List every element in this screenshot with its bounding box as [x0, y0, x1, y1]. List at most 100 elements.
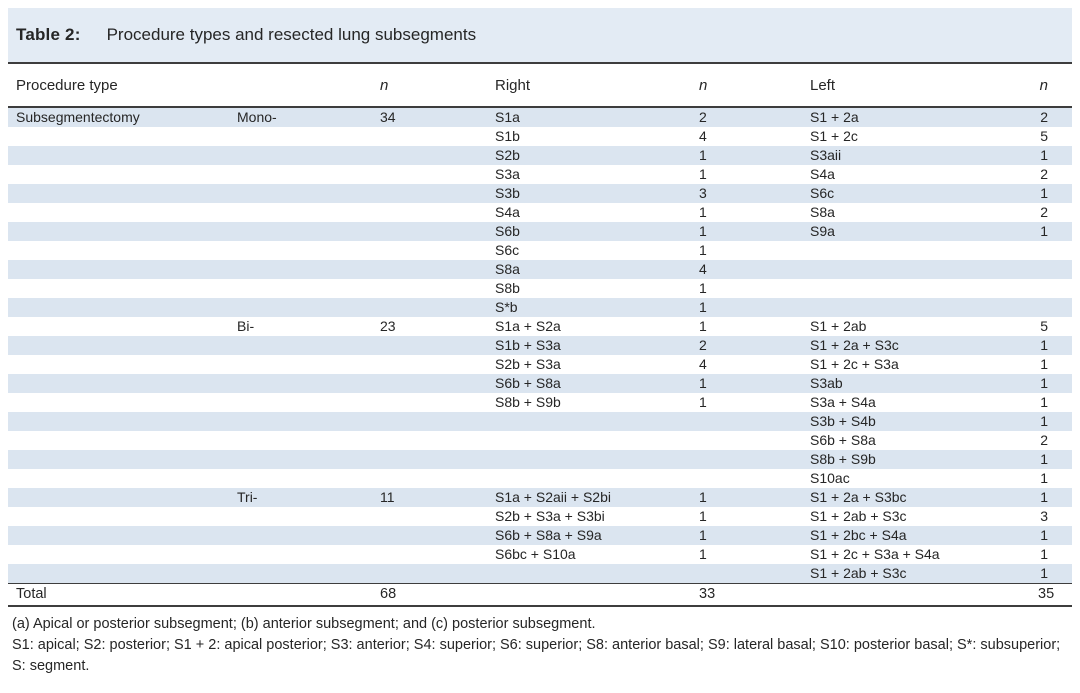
cell-n-left: 1: [1040, 356, 1048, 372]
cell-right-subsegment: S1b: [495, 128, 520, 144]
cell-n-left: 5: [1040, 318, 1048, 334]
cell-right-subsegment: S3a: [495, 166, 520, 182]
cell-n-right: 1: [699, 223, 707, 239]
cell-left-subsegment: S9a: [810, 223, 835, 239]
col-header-n2: n: [699, 76, 708, 94]
table-row: S1b 4 S1 + 2c 5: [8, 127, 1072, 146]
cell-left-subsegment: S4a: [810, 166, 835, 182]
rule-under-header: [8, 106, 1072, 108]
cell-n-left: 1: [1040, 337, 1048, 353]
table-row: S*b 1: [8, 298, 1072, 317]
table-row: Bi- 23 S1a + S2a 1 S1 + 2ab 5: [8, 317, 1072, 336]
cell-n-right: 4: [699, 261, 707, 277]
cell-n-procedure: 23: [380, 318, 396, 334]
cell-left-subsegment: S8a: [810, 204, 835, 220]
cell-n-left: 1: [1040, 394, 1048, 410]
table-row: S2b + S3a 4 S1 + 2c + S3a 1: [8, 355, 1072, 374]
cell-left-subsegment: S1 + 2c + S3a + S4a: [810, 546, 940, 562]
table-row: S6b 1 S9a 1: [8, 222, 1072, 241]
cell-n-right: 1: [699, 527, 707, 543]
table-row: S10ac 1: [8, 469, 1072, 488]
table-row: S1b + S3a 2 S1 + 2a + S3c 1: [8, 336, 1072, 355]
cell-n-left: 1: [1040, 375, 1048, 391]
cell-n-right: 1: [699, 147, 707, 163]
table-title: Procedure types and resected lung subseg…: [106, 25, 477, 44]
cell-right-subsegment: S6b + S8a + S9a: [495, 527, 602, 543]
cell-n-left: 2: [1040, 432, 1048, 448]
cell-n-left: 1: [1040, 147, 1048, 163]
table-row: S4a 1 S8a 2: [8, 203, 1072, 222]
table-row: Subsegmentectomy Mono- 34 S1a 2 S1 + 2a 2: [8, 108, 1072, 127]
cell-n-right: 1: [699, 318, 707, 334]
table-row: S3a 1 S4a 2: [8, 165, 1072, 184]
cell-n-left: 1: [1040, 223, 1048, 239]
cell-n-right: 1: [699, 166, 707, 182]
cell-n-left: 1: [1040, 470, 1048, 486]
cell-right-subsegment: S6bc + S10a: [495, 546, 576, 562]
cell-right-subsegment: S3b: [495, 185, 520, 201]
cell-left-subsegment: S1 + 2a + S3bc: [810, 489, 907, 505]
table-row: S2b 1 S3aii 1: [8, 146, 1072, 165]
cell-n-right: 4: [699, 128, 707, 144]
table-header-row: Procedure type n Right n Left n: [8, 64, 1072, 106]
footnote-segment-key: S1: apical; S2: posterior; S1 + 2: apica…: [12, 637, 1061, 674]
total-label: Total: [16, 586, 47, 602]
cell-n-right: 2: [699, 109, 707, 125]
table-row: S8b 1: [8, 279, 1072, 298]
cell-n-right: 1: [699, 546, 707, 562]
table-footnotes: (a) Apical or posterior subsegment; (b) …: [8, 607, 1072, 677]
cell-n-right: 1: [699, 508, 707, 524]
cell-left-subsegment: S1 + 2a: [810, 109, 859, 125]
table-row: S8b + S9b 1 S3a + S4a 1: [8, 393, 1072, 412]
cell-left-subsegment: S8b + S9b: [810, 451, 876, 467]
cell-left-subsegment: S3b + S4b: [810, 413, 876, 429]
cell-right-subsegment: S6b + S8a: [495, 375, 561, 391]
cell-n-left: 5: [1040, 128, 1048, 144]
cell-n-right: 1: [699, 242, 707, 258]
table-row: S2b + S3a + S3bi 1 S1 + 2ab + S3c 3: [8, 507, 1072, 526]
cell-left-subsegment: S3aii: [810, 147, 842, 163]
table-row: S8b + S9b 1: [8, 450, 1072, 469]
table-row: S8a 4: [8, 260, 1072, 279]
rule-under-caption: [8, 62, 1072, 64]
cell-left-subsegment: S1 + 2ab: [810, 318, 867, 334]
table-body: Subsegmentectomy Mono- 34 S1a 2 S1 + 2a 2 S1b 4 S…: [8, 108, 1072, 583]
cell-n-right: 3: [699, 185, 707, 201]
cell-n-right: 1: [699, 204, 707, 220]
table-row: S6c 1: [8, 241, 1072, 260]
cell-left-subsegment: S3ab: [810, 375, 843, 391]
cell-left-subsegment: S1 + 2ab + S3c: [810, 508, 907, 524]
total-n2: 33: [699, 586, 716, 602]
cell-left-subsegment: S1 + 2c + S3a: [810, 356, 899, 372]
table-caption-band: Table 2: Procedure types and resected lu…: [8, 8, 1072, 62]
cell-right-subsegment: S6c: [495, 242, 520, 258]
cell-right-subsegment: S2b + S3a + S3bi: [495, 508, 605, 524]
cell-left-subsegment: S3a + S4a: [810, 394, 876, 410]
cell-left-subsegment: S10ac: [810, 470, 850, 486]
table-row: Tri- 11 S1a + S2aii + S2bi 1 S1 + 2a + S3bc 1: [8, 488, 1072, 507]
cell-n-left: 2: [1040, 109, 1048, 125]
col-header-procedure-type: Procedure type: [16, 76, 118, 94]
cell-left-subsegment: S6b + S8a: [810, 432, 876, 448]
cell-left-subsegment: S1 + 2c: [810, 128, 858, 144]
table-number-label: Table 2:: [16, 25, 81, 44]
cell-n-left: 1: [1040, 489, 1048, 505]
cell-n-left: 1: [1040, 565, 1048, 581]
cell-n-left: 1: [1040, 185, 1048, 201]
cell-right-subsegment: S1b + S3a: [495, 337, 561, 353]
cell-n-left: 1: [1040, 413, 1048, 429]
cell-n-right: 4: [699, 356, 707, 372]
cell-right-subsegment: S2b + S3a: [495, 356, 561, 372]
total-n3: 35: [1038, 586, 1055, 602]
col-header-n3: n: [1039, 76, 1048, 94]
cell-subtype: Bi-: [237, 318, 255, 334]
cell-right-subsegment: S1a + S2aii + S2bi: [495, 489, 611, 505]
cell-right-subsegment: S*b: [495, 299, 518, 315]
cell-left-subsegment: S1 + 2a + S3c: [810, 337, 899, 353]
cell-n-left: 2: [1040, 166, 1048, 182]
cell-left-subsegment: S1 + 2bc + S4a: [810, 527, 907, 543]
table-row: S6b + S8a + S9a 1 S1 + 2bc + S4a 1: [8, 526, 1072, 545]
table-row: S6bc + S10a 1 S1 + 2c + S3a + S4a 1: [8, 545, 1072, 564]
cell-procedure-type: Subsegmentectomy: [16, 109, 140, 125]
table-row: S6b + S8a 1 S3ab 1: [8, 374, 1072, 393]
